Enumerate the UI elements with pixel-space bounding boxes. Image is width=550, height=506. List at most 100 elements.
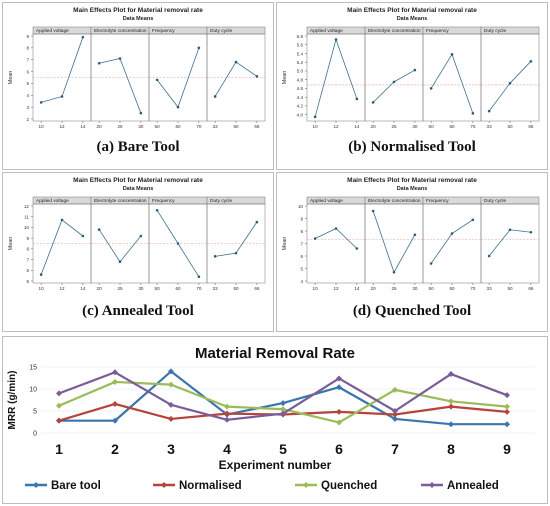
x-tick-label: 25 — [391, 286, 397, 291]
x-tick-label: 50 — [429, 124, 435, 129]
factor-frame — [306, 33, 366, 122]
main-effects-plot-normalised-tool: Main Effects Plot for Material removal r… — [282, 7, 540, 129]
x-tick-label: 8 — [447, 441, 455, 457]
data-point — [213, 95, 217, 98]
y-axis-label: MRR (g/min) — [7, 371, 18, 430]
data-point — [139, 111, 143, 115]
factor-effect-line — [430, 53, 474, 114]
y-tick-label: 10 — [24, 225, 30, 230]
cell-bare-tool: Main Effects Plot for Material removal r… — [2, 2, 274, 170]
x-tick-label: 30 — [138, 124, 144, 129]
data-point — [255, 220, 259, 224]
data-point — [529, 230, 533, 234]
x-tick-label: 14 — [80, 124, 86, 129]
y-tick-label: 5.4 — [297, 51, 304, 56]
y-tick-label: 4 — [300, 279, 303, 284]
data-marker — [112, 417, 118, 424]
legend-label: Quenched — [321, 480, 377, 492]
factor-label: Electrolyte concentration — [94, 28, 147, 34]
x-tick-label: 33 — [487, 124, 493, 129]
factor-label: Duty cycle — [210, 198, 232, 204]
x-tick-label: 50 — [507, 286, 513, 291]
data-marker — [56, 390, 62, 397]
x-tick-label: 30 — [412, 124, 418, 129]
factor-label: Applied voltage — [36, 28, 69, 34]
data-marker — [504, 421, 510, 428]
y-tick-label: 6 — [300, 254, 303, 259]
data-point — [313, 115, 317, 119]
main-effects-plot-quenched-tool: Main Effects Plot for Material removal r… — [282, 177, 540, 291]
cell-quenched-tool: Main Effects Plot for Material removal r… — [276, 172, 548, 332]
legend-label: Normalised — [179, 480, 242, 492]
factor-effect-line — [215, 221, 258, 257]
data-point — [81, 35, 85, 39]
factor-effect-line — [372, 210, 416, 274]
caption-quenched-tool: (d) Quenched Tool — [352, 303, 472, 319]
data-point — [213, 255, 217, 258]
data-marker — [168, 401, 174, 408]
factor-label: Duty cycle — [210, 28, 232, 34]
data-point — [487, 254, 491, 258]
factor-frame — [480, 33, 540, 122]
data-point — [429, 262, 433, 265]
data-marker — [392, 415, 398, 422]
x-tick-label: 66 — [528, 286, 534, 291]
factor-effect-line — [314, 38, 358, 117]
factor-label: Electrolyte concentration — [368, 198, 421, 204]
y-tick-label: 7 — [300, 241, 303, 246]
panel-subtitle: Data Means — [123, 186, 154, 192]
data-point — [39, 101, 43, 104]
material-removal-rate-chart: Material Removal Rate 0 5 10 15 MRR (g/min) 1 2… — [7, 345, 535, 492]
data-marker — [392, 386, 398, 393]
data-point — [155, 78, 159, 82]
y-tick-label: 10 — [298, 204, 304, 209]
data-point — [392, 80, 396, 84]
factor-label: Frequency — [152, 28, 175, 34]
x-tick-label: 2 — [111, 441, 119, 457]
y-tick-label: 5.2 — [297, 60, 304, 65]
factor-effect-line — [214, 61, 258, 97]
panel-y-axis-label: Mean — [8, 237, 14, 251]
cell-normalised-tool: Main Effects Plot for Material removal r… — [276, 2, 548, 170]
factor-label: Duty cycle — [484, 198, 506, 204]
x-tick-label: 25 — [391, 124, 397, 129]
x-tick-label: 60 — [175, 124, 181, 129]
data-marker — [336, 419, 342, 426]
main-effects-plot-annealed-tool: Main Effects Plot for Material removal r… — [8, 177, 266, 291]
legend-label: Bare tool — [51, 480, 101, 492]
x-tick-label: 30 — [138, 286, 144, 291]
data-point — [371, 209, 375, 213]
data-marker — [280, 406, 286, 413]
y-tick-label: 2 — [26, 117, 29, 122]
y-tick-label: 15 — [29, 365, 37, 372]
data-marker — [280, 400, 286, 407]
y-tick-label: 4 — [26, 93, 29, 98]
x-tick-label: 20 — [97, 124, 103, 129]
x-tick-label: 66 — [254, 286, 260, 291]
x-tick-label: 10 — [39, 286, 45, 291]
data-point — [97, 228, 101, 231]
x-tick-label: 50 — [155, 124, 161, 129]
x-tick-label: 70 — [196, 124, 202, 129]
y-tick-label: 5.8 — [297, 34, 304, 39]
x-tick-label: 25 — [117, 124, 123, 129]
data-marker — [336, 408, 342, 415]
factor-label: Frequency — [426, 198, 449, 204]
mrr-chart-title: Material Removal Rate — [195, 345, 355, 362]
data-point — [355, 247, 359, 250]
data-point — [371, 101, 375, 104]
panel-title: Main Effects Plot for Material removal r… — [73, 177, 203, 184]
y-tick-label: 8 — [26, 46, 29, 51]
data-point — [508, 81, 512, 85]
data-marker — [224, 403, 230, 410]
data-marker — [336, 384, 342, 391]
factor-frame — [364, 33, 424, 122]
factor-frame — [422, 203, 482, 284]
x-tick-label: 33 — [213, 124, 219, 129]
data-point — [334, 227, 338, 230]
y-tick-label: 8 — [300, 229, 303, 234]
x-tick-label: 1 — [55, 441, 63, 457]
legend-marker — [33, 482, 39, 488]
y-tick-label: 4.0 — [297, 112, 304, 117]
factor-label: Applied voltage — [36, 198, 69, 204]
